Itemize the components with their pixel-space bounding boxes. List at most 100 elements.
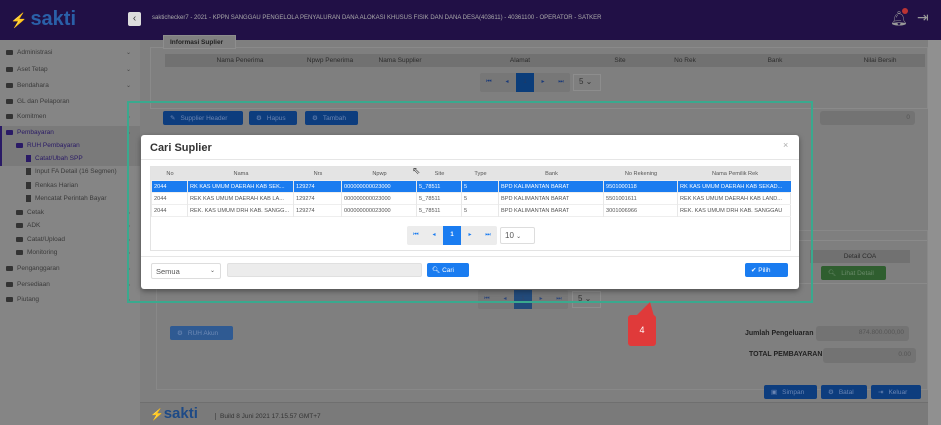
- close-icon[interactable]: ×: [783, 140, 789, 150]
- gear-icon: ⚙: [828, 389, 834, 396]
- scrollbar[interactable]: [928, 40, 941, 425]
- total-field[interactable]: 0.00: [823, 348, 916, 363]
- chevron-down-icon[interactable]: ⌄: [126, 50, 132, 56]
- ruh-akun-button[interactable]: ⚙ RUH Akun: [170, 326, 233, 340]
- sidebar-item-monitoring[interactable]: Monitoring: [16, 249, 57, 256]
- simpan-button[interactable]: ▣ Simpan: [764, 385, 817, 399]
- page-1[interactable]: 1: [516, 73, 534, 92]
- sidebar-item-bendahara[interactable]: Bendahara: [6, 82, 49, 89]
- first-page-icon[interactable]: ⏮: [484, 296, 490, 302]
- column-header[interactable]: Type: [474, 171, 487, 177]
- notification-badge: [902, 8, 908, 14]
- batal-button[interactable]: ⚙ Batal: [821, 385, 867, 399]
- last-page-icon[interactable]: ⏭: [556, 296, 562, 302]
- column-header[interactable]: Nama Pemilik Rek: [711, 171, 758, 177]
- hapus-button[interactable]: ⚙ Hapus: [249, 111, 297, 125]
- table-cell: 9501000118: [603, 181, 677, 193]
- table-cell: REK KAS UMUM DAERAH KAB LAND...: [677, 193, 791, 205]
- table-cell: RK KAS UMUM DAERAH KAB SEK...: [187, 181, 293, 193]
- modal-pagination: ⏮ ◂ 1 ▸ ⏭: [407, 226, 497, 245]
- folder-icon: [6, 297, 13, 302]
- sidebar-item-input-fa-detail-16-segmen-[interactable]: Input FA Detail (16 Segmen): [26, 168, 117, 175]
- last-page-icon[interactable]: ⏭: [558, 79, 564, 85]
- sidebar-item-persediaan[interactable]: Persediaan: [6, 281, 50, 288]
- sidebar-item-catat-ubah-spp[interactable]: Catat/Ubah SPP: [26, 155, 83, 162]
- folder-icon: [6, 83, 13, 88]
- prev-page-icon[interactable]: ◂: [432, 232, 436, 238]
- coa-page-size-select[interactable]: 5 ⌄: [572, 291, 601, 308]
- folder-icon: [16, 143, 23, 148]
- next-page-icon[interactable]: ▸: [468, 232, 472, 238]
- column-header[interactable]: Bank: [545, 171, 558, 177]
- sakti-logo[interactable]: ⚡ sakti: [10, 8, 76, 31]
- cari-button[interactable]: 🔍︎ Cari: [427, 263, 469, 277]
- exit-icon: ⇥: [878, 389, 884, 396]
- column-header[interactable]: Npwp: [372, 171, 387, 177]
- folder-icon: [16, 210, 23, 215]
- sidebar-item-label: Persediaan: [17, 281, 50, 288]
- modal-page-size-select[interactable]: 10 ⌄: [500, 227, 535, 244]
- column-header[interactable]: Nama: [233, 171, 249, 177]
- tab-informasi-suplier[interactable]: Informasi Suplier: [163, 35, 236, 49]
- pilih-button[interactable]: ✔ Pilih: [745, 263, 788, 277]
- next-page-icon[interactable]: ▸: [541, 79, 545, 85]
- column-header[interactable]: Site: [434, 171, 445, 177]
- sidebar-item-label: Mencatat Perintah Bayar: [35, 195, 107, 202]
- table-cell: 2044: [151, 205, 187, 217]
- sidebar-item-cetak[interactable]: Cetak: [16, 209, 44, 216]
- info-pagination: ⏮ ◂ 1 ▸ ⏭: [480, 73, 570, 92]
- sidebar-item-pembayaran[interactable]: Pembayaran: [6, 129, 54, 136]
- app-title: saktichecker7 - 2021 - KPPN SANGGAU PENG…: [152, 15, 602, 21]
- column-header[interactable]: No Rekening: [624, 171, 658, 177]
- column-header: Nama Supplier: [378, 57, 422, 64]
- last-page-icon[interactable]: ⏭: [485, 232, 491, 238]
- logout-icon[interactable]: ⇥: [917, 9, 929, 25]
- search-input[interactable]: [227, 263, 422, 277]
- sidebar-item-aset-tetap[interactable]: Aset Tetap: [6, 66, 48, 73]
- table-cell: RK KAS UMUM DAERAH KAB SEKAD...: [677, 181, 791, 193]
- chevron-down-icon[interactable]: ⌄: [126, 67, 132, 73]
- prev-page-icon[interactable]: ◂: [503, 296, 507, 302]
- supplier-header-button[interactable]: ✎ Supplier Header: [163, 111, 243, 125]
- gear-icon: ⚙: [312, 115, 318, 122]
- first-page-icon[interactable]: ⏮: [413, 232, 419, 238]
- table-cell: REK KAS UMUM DAERAH KAB LA...: [187, 193, 293, 205]
- sidebar-item-penganggaran[interactable]: Penganggaran: [6, 265, 60, 272]
- table-cell: BPD KALIMANTAN BARAT: [498, 193, 603, 205]
- folder-icon: [6, 266, 13, 271]
- column-header: Npwp Penerima: [306, 57, 354, 64]
- sidebar-item-administrasi[interactable]: Administrasi: [6, 49, 52, 56]
- tambah-button[interactable]: ⚙ Tambah: [305, 111, 358, 125]
- keluar-button[interactable]: ⇥ Keluar: [871, 385, 921, 399]
- chevron-left-icon[interactable]: ‹: [128, 12, 141, 26]
- bell-icon[interactable]: 🔔︎: [890, 10, 908, 26]
- sidebar-item-label: Renkas Harian: [35, 182, 78, 189]
- column-header[interactable]: Nrs: [313, 171, 323, 177]
- gear-icon: ⚙: [177, 330, 183, 337]
- next-page-icon[interactable]: ▸: [539, 296, 543, 302]
- sidebar-item-piutang[interactable]: Piutang: [6, 296, 39, 303]
- sidebar-item-komitmen[interactable]: Komitmen: [6, 113, 46, 120]
- sidebar-item-ruh-pembayaran[interactable]: RUH Pembayaran: [16, 142, 80, 149]
- jumlah-field[interactable]: 874.800.000,00: [816, 326, 909, 341]
- sidebar-item-gl-dan-pelaporan[interactable]: GL dan Pelaporan: [6, 98, 70, 105]
- table-row[interactable]: 2044 RK KAS UMUM DAERAH KAB SEK... 129274 0…: [151, 181, 791, 193]
- page-1[interactable]: 1: [443, 226, 461, 245]
- prev-page-icon[interactable]: ◂: [505, 79, 509, 85]
- supplier-table: No Nama Nrs Npwp Site Type Bank No Rekening Nama…: [150, 166, 791, 251]
- column-header: No Rek: [674, 57, 696, 64]
- sidebar-item-renkas-harian[interactable]: Renkas Harian: [26, 182, 78, 189]
- page-1[interactable]: 1: [514, 290, 532, 309]
- page-size-select[interactable]: 5 ⌄: [573, 74, 601, 91]
- sidebar-item-adk[interactable]: ADK: [16, 222, 40, 229]
- lihat-detail-button[interactable]: 🔍︎ Lihat Detail: [821, 266, 886, 280]
- sidebar-item-catat-upload[interactable]: Catat/Upload: [16, 236, 65, 243]
- sidebar-item-mencatat-perintah-bayar[interactable]: Mencatat Perintah Bayar: [26, 195, 107, 202]
- top-value-field[interactable]: 0: [820, 111, 915, 125]
- table-row[interactable]: 2044 REK. KAS UMUM DRH KAB. SANGG... 12927…: [151, 205, 791, 217]
- column-header[interactable]: No: [166, 171, 174, 177]
- filter-select[interactable]: Semua ⌄: [151, 263, 221, 279]
- first-page-icon[interactable]: ⏮: [486, 79, 492, 85]
- table-row[interactable]: 2044 REK KAS UMUM DAERAH KAB LA... 129274 0…: [151, 193, 791, 205]
- chevron-down-icon[interactable]: ⌄: [126, 83, 132, 89]
